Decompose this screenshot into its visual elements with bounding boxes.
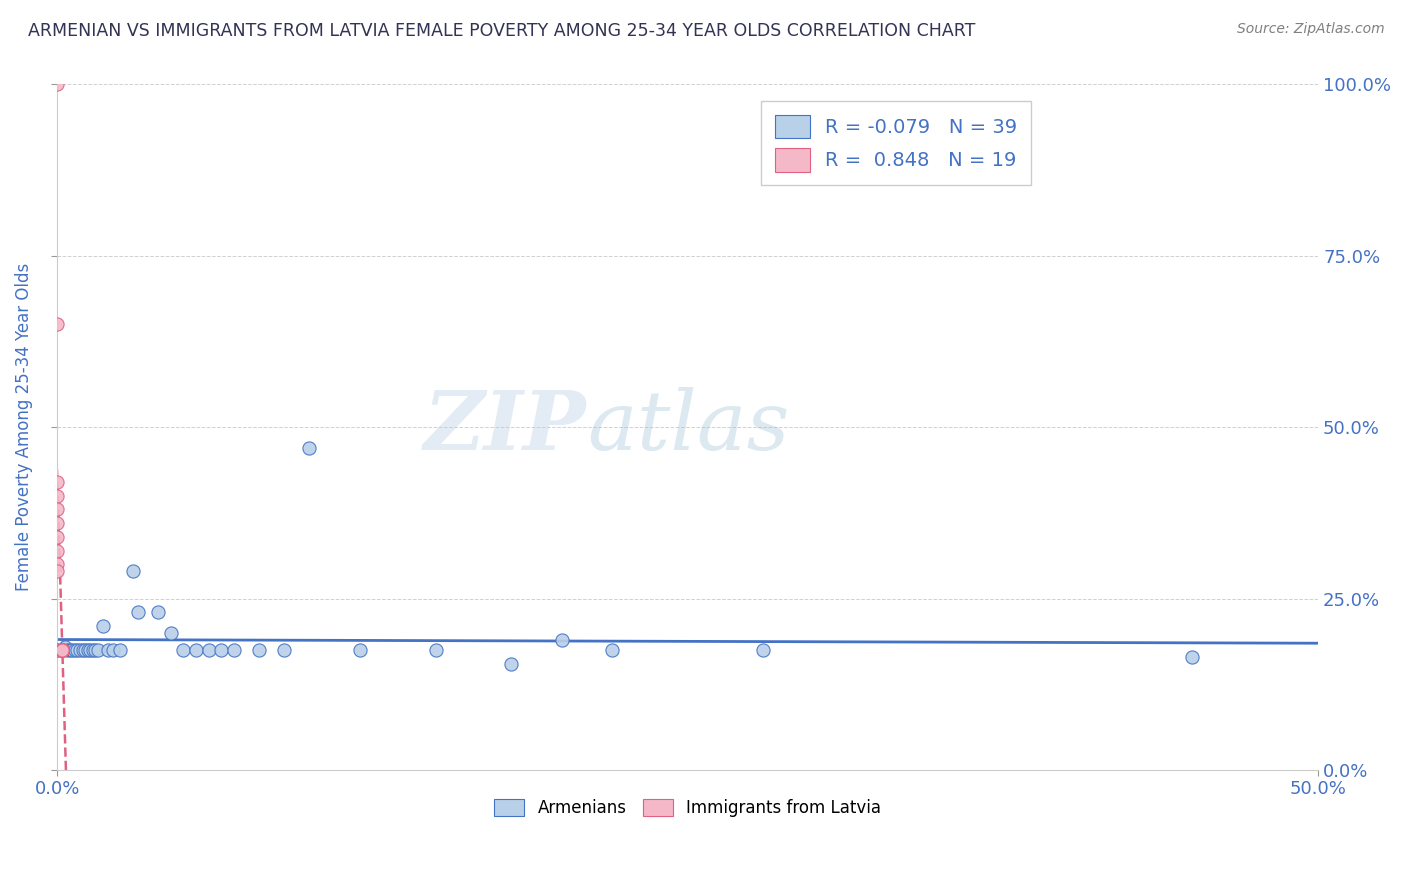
Point [51,643,73,657]
Point [600,643,623,657]
Point [172,643,194,657]
Text: atlas: atlas [586,387,789,467]
Point [197,643,219,657]
Point [425,643,447,657]
Text: ZIP: ZIP [425,387,586,467]
Point [79,643,101,657]
Point [66,643,89,657]
Point [46,78,69,92]
Point [51,643,73,657]
Legend: Armenians, Immigrants from Latvia: Armenians, Immigrants from Latvia [488,792,889,823]
Point [46,489,69,503]
Point [51,643,73,657]
Point [76,643,98,657]
Point [184,643,207,657]
Point [349,643,371,657]
Point [46,318,69,332]
Point [501,657,523,671]
Point [46,543,69,558]
Point [247,643,270,657]
Point [51,643,73,657]
Point [101,643,124,657]
Point [122,564,145,578]
Point [59,643,82,657]
Point [51,643,73,657]
Point [73,643,96,657]
Point [86,643,108,657]
Point [273,643,295,657]
Point [46,643,69,657]
Text: Source: ZipAtlas.com: Source: ZipAtlas.com [1237,22,1385,37]
Point [51,643,73,657]
Point [69,643,91,657]
Point [222,643,245,657]
Text: ARMENIAN VS IMMIGRANTS FROM LATVIA FEMALE POVERTY AMONG 25-34 YEAR OLDS CORRELAT: ARMENIAN VS IMMIGRANTS FROM LATVIA FEMAL… [28,22,976,40]
Point [46,643,69,657]
Point [46,558,69,572]
Point [84,643,107,657]
Point [46,475,69,489]
Point [209,643,232,657]
Point [46,502,69,516]
Point [72,643,94,657]
Point [91,619,114,633]
Point [752,643,775,657]
Point [46,516,69,531]
Point [51,643,73,657]
Point [127,605,149,619]
Point [110,643,132,657]
Point [46,530,69,544]
Point [97,643,120,657]
Y-axis label: Female Poverty Among 25-34 Year Olds: Female Poverty Among 25-34 Year Olds [15,263,32,591]
Point [159,626,181,640]
Point [53,640,76,654]
Point [63,643,86,657]
Point [46,564,69,578]
Point [51,643,73,657]
Point [56,643,79,657]
Point [51,643,73,657]
Point [550,632,572,647]
Point [1181,649,1204,664]
Point [62,643,84,657]
Point [146,605,169,619]
Point [298,441,321,455]
Point [82,643,104,657]
